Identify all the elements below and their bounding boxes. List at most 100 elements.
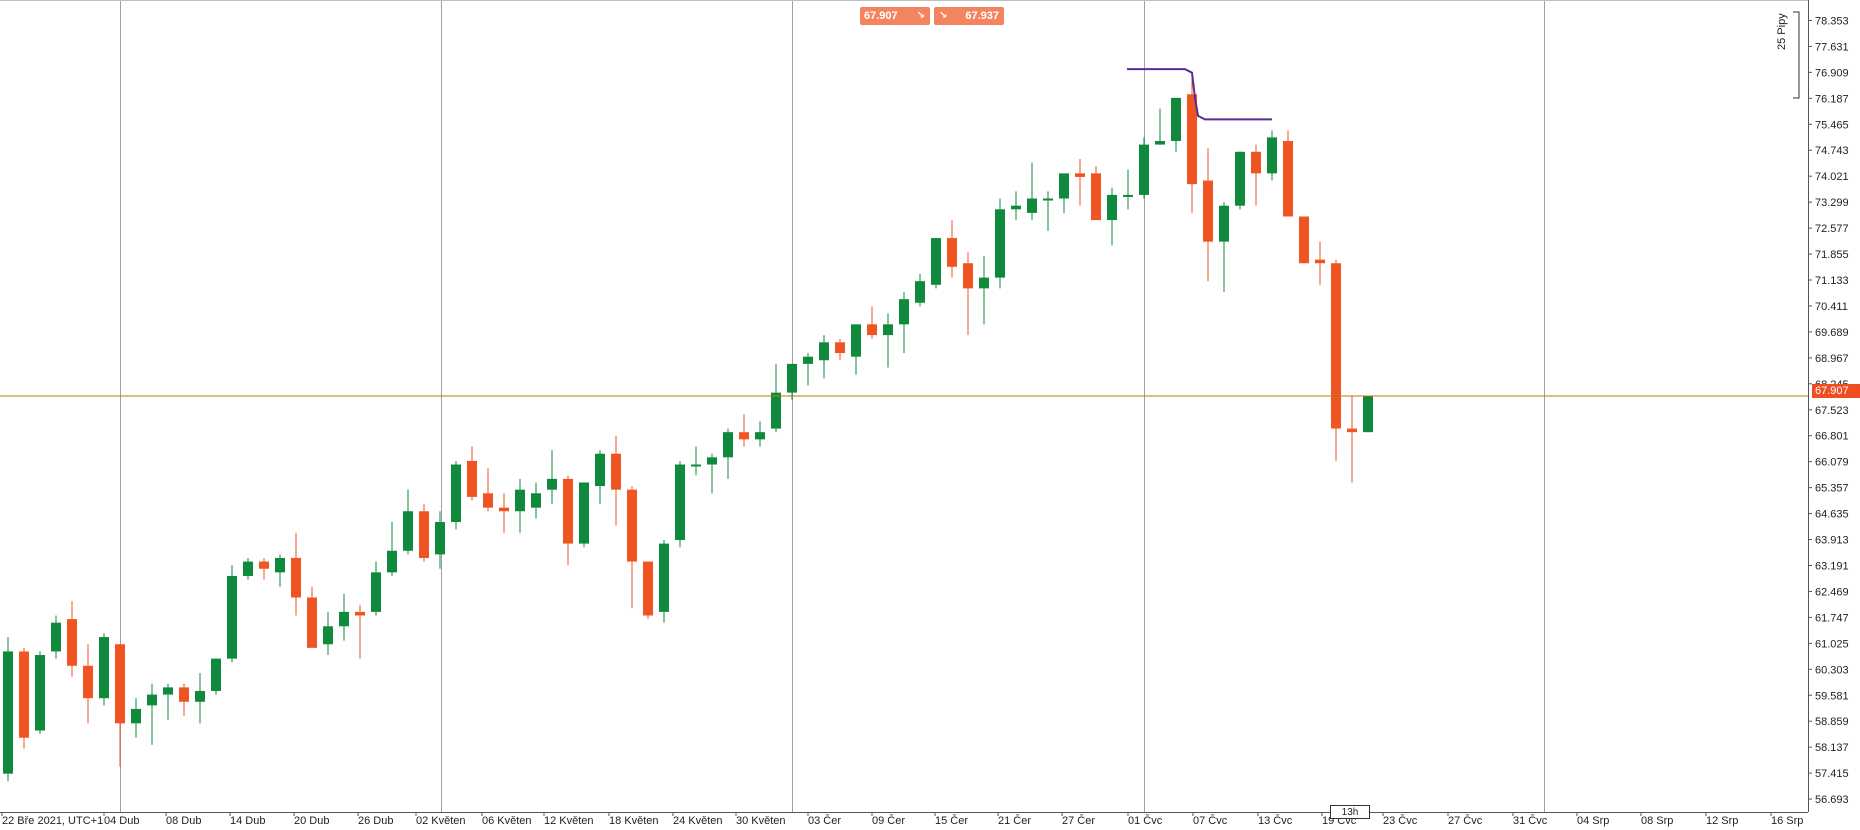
time-axis-label: 13 Čvc <box>1258 814 1293 827</box>
candle-body <box>467 460 477 497</box>
time-axis-label: 03 Čer <box>808 814 841 827</box>
price-axis-label: 57.415 <box>1815 768 1849 780</box>
candle-body <box>1139 144 1149 195</box>
price-axis-label: 73.299 <box>1815 197 1849 209</box>
candle-body <box>275 557 285 573</box>
time-axis[interactable]: 22 Bře 2021, UTC+1 04 Dub 08 Dub 14 Dub 20 D… <box>1 812 1803 827</box>
candle-body <box>723 432 733 458</box>
candle-body <box>547 478 557 490</box>
candles <box>3 72 1373 781</box>
sell-price: 67.907 <box>864 10 898 22</box>
candle-body <box>531 493 541 508</box>
candle-body <box>211 658 221 691</box>
candle-body <box>867 324 877 336</box>
price-axis-label: 76.909 <box>1815 67 1849 79</box>
candle-body <box>1091 173 1101 221</box>
candle-body <box>1283 141 1293 217</box>
candle-body <box>1011 205 1021 210</box>
candle-body <box>739 432 749 440</box>
candle-body <box>1027 198 1037 213</box>
candle-body <box>1299 216 1309 264</box>
candle-body <box>1107 194 1117 221</box>
price-axis-label: 74.021 <box>1815 171 1849 183</box>
candle-body <box>339 611 349 627</box>
price-axis-label: 59.581 <box>1815 690 1849 702</box>
time-axis-label: 08 Srp <box>1641 815 1673 827</box>
crosshair-time-tag: 13h <box>1330 805 1370 819</box>
buy-button[interactable]: ↘ 67.937 <box>934 7 1004 25</box>
time-axis-label: 02 Květen <box>416 815 466 827</box>
price-axis-label: 72.577 <box>1815 223 1849 235</box>
price-axis-label: 77.631 <box>1815 41 1849 53</box>
candle-body <box>947 238 957 267</box>
price-axis-label: 64.635 <box>1815 509 1849 521</box>
candle-body <box>131 708 141 724</box>
time-axis-label: 20 Dub <box>294 815 329 827</box>
price-axis-label: 68.967 <box>1815 353 1849 365</box>
price-axis-label: 60.303 <box>1815 664 1849 676</box>
candle-body <box>659 543 669 612</box>
candle-body <box>307 597 317 648</box>
candle-body <box>403 511 413 551</box>
time-axis-label: 16 Srp <box>1771 815 1803 827</box>
candle-body <box>371 572 381 612</box>
sell-button[interactable]: 67.907 ↘ <box>860 7 930 25</box>
candle-body <box>819 342 829 361</box>
time-axis-label: 12 Květen <box>544 815 594 827</box>
time-axis-label: 01 Čvc <box>1128 814 1163 827</box>
candle-body <box>1075 173 1085 177</box>
candle-body <box>323 626 333 645</box>
time-axis-label: 27 Čer <box>1062 814 1095 827</box>
time-axis-label: 06 Květen <box>482 815 532 827</box>
time-axis-label: 26 Dub <box>358 815 393 827</box>
candle-body <box>595 453 605 487</box>
pips-scale-bracket <box>1793 11 1800 99</box>
candle-body <box>195 690 205 702</box>
price-axis-label: 56.693 <box>1815 794 1849 806</box>
candle-body <box>675 464 685 540</box>
candle-body <box>99 637 109 699</box>
price-axis-label: 71.133 <box>1815 275 1849 287</box>
time-axis-label: 21 Čer <box>998 814 1031 827</box>
price-axis[interactable]: 78.353 77.631 76.909 76.187 75.465 74.743 74.0… <box>1808 15 1849 806</box>
price-axis-label: 66.079 <box>1815 457 1849 469</box>
time-axis-label: 15 Čer <box>935 814 968 827</box>
candle-body <box>835 342 845 354</box>
candle-body <box>147 694 157 706</box>
candle-body <box>243 561 253 576</box>
time-axis-label: 09 Čer <box>872 814 905 827</box>
time-axis-label: 27 Čvc <box>1448 814 1483 827</box>
candle-body <box>1155 141 1165 145</box>
time-axis-label: 24 Květen <box>673 815 723 827</box>
pips-scale-label: 25 Pipy <box>1776 13 1788 50</box>
candle-body <box>851 324 861 357</box>
sell-arrow-icon: ↘ <box>916 10 925 21</box>
price-axis-label: 65.357 <box>1815 483 1849 495</box>
candle-body <box>707 457 717 465</box>
price-axis-label: 71.855 <box>1815 249 1849 261</box>
candle-body <box>35 655 45 731</box>
candle-body <box>915 281 925 303</box>
time-axis-label: 08 Dub <box>166 815 201 827</box>
price-axis-label: 58.137 <box>1815 742 1849 754</box>
price-axis-label: 66.801 <box>1815 431 1849 443</box>
price-axis-label: 63.913 <box>1815 535 1849 547</box>
price-axis-label: 69.689 <box>1815 327 1849 339</box>
time-axis-label: 23 Čvc <box>1383 814 1418 827</box>
candle-body <box>1187 94 1197 185</box>
candle-body <box>451 464 461 523</box>
candle-body <box>3 651 13 774</box>
candle-body <box>499 507 509 512</box>
candle-body <box>579 482 589 544</box>
candle-body <box>691 464 701 467</box>
candle-body <box>115 644 125 724</box>
candle-body <box>611 453 621 490</box>
price-axis-label: 61.747 <box>1815 612 1849 624</box>
time-axis-label: 12 Srp <box>1706 815 1738 827</box>
time-axis-label: 30 Květen <box>736 815 786 827</box>
price-axis-label: 70.411 <box>1815 301 1848 313</box>
buy-arrow-icon: ↘ <box>939 10 948 21</box>
candle-body <box>67 619 77 666</box>
time-axis-label: 07 Čvc <box>1193 814 1228 827</box>
